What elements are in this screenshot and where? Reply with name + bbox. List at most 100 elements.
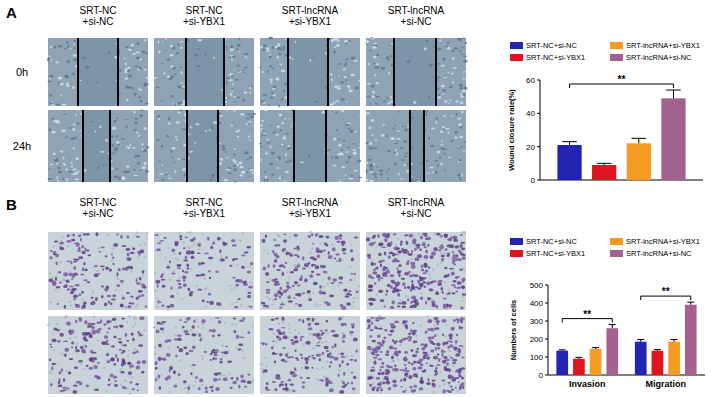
stained-cell [55,277,57,281]
cell [234,101,236,103]
stained-cell [307,291,311,294]
stained-cell [69,358,74,360]
cell [144,39,147,41]
cell [174,170,176,173]
stained-cell [130,296,134,298]
cell [375,66,379,69]
cell [72,73,76,76]
pore [181,298,183,300]
cell [114,176,119,178]
pore [353,297,355,299]
stained-cell [116,272,118,276]
cell [49,46,52,48]
pore [440,252,442,254]
pore [167,308,169,310]
cell [338,144,341,147]
cell [99,126,101,129]
stained-cell [66,240,71,243]
stained-cell [431,252,436,256]
stained-cell [328,276,331,280]
stained-cell [169,260,171,263]
cell [234,148,236,150]
cell [285,171,289,173]
cell [72,169,76,171]
stained-cell [105,255,108,257]
pore [236,264,238,266]
pore [240,304,242,306]
cell [127,70,130,73]
cell [226,37,228,38]
stained-cell [114,384,118,387]
cell [273,131,277,133]
stained-cell [231,239,236,242]
cell [161,63,163,64]
cell [220,158,222,161]
cell [127,146,130,149]
stained-cell [278,265,283,267]
cell [230,45,234,48]
cell [231,59,234,61]
stained-cell [137,361,141,365]
cell [460,87,463,90]
cell [91,121,95,122]
pore [177,292,179,294]
stained-cell [297,293,301,297]
pore [397,238,399,240]
cell [64,48,67,50]
cell [73,44,75,45]
cell [387,97,389,100]
stained-cell [461,247,465,250]
cell [428,137,430,140]
stained-cell [421,265,423,269]
stained-cell [107,360,111,363]
pore [266,296,268,298]
cell [248,176,250,177]
stained-cell [104,302,107,306]
wound-edge [77,38,79,106]
stained-cell [212,242,215,244]
stained-cell [220,258,225,261]
stained-cell [207,237,210,241]
stained-cell [217,237,221,241]
pore [61,236,63,238]
stained-cell [115,326,118,329]
cell [208,129,211,130]
stained-cell [452,280,456,283]
stained-cell [197,288,202,291]
cell [451,115,453,116]
cell [396,130,400,131]
pore [350,243,352,245]
cell [351,175,353,178]
cell [82,56,86,59]
cell [309,59,311,62]
column-header: +si-NC [83,208,114,219]
cell [60,150,62,152]
stained-cell [59,378,61,382]
stained-cell [75,320,78,323]
cell [246,118,249,120]
stained-cell [319,235,324,238]
column-header: SRT-lncRNA [282,5,339,16]
cell [243,72,245,73]
cell [237,71,241,73]
cell [177,158,180,160]
stained-cell [349,290,352,292]
stained-cell [157,242,161,244]
stained-cell [341,306,346,310]
cell [390,55,392,58]
cell [248,121,252,122]
cell [52,153,56,156]
stained-cell [428,266,430,268]
cell [62,178,64,180]
cell [271,92,274,95]
cell [405,153,410,154]
cell [100,151,105,153]
stained-cell [83,262,85,265]
cell [289,147,292,148]
cell [156,139,159,141]
pore [167,247,169,249]
cell [272,68,274,69]
cell [226,49,229,50]
cell [135,57,140,60]
stained-cell [51,280,56,284]
